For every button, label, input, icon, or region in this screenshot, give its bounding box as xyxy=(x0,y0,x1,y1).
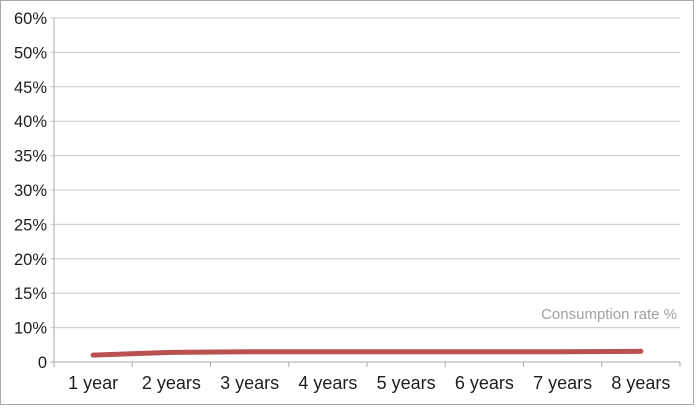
x-tick-label: 2 years xyxy=(142,373,201,393)
series-line-consumption-rate xyxy=(90,348,644,358)
y-tick-label: 40% xyxy=(14,113,47,131)
y-tick-label: 30% xyxy=(14,182,47,200)
x-tick-label: 1 year xyxy=(68,373,118,393)
series-label: Consumption rate % xyxy=(541,306,677,323)
y-tick-label: 25% xyxy=(14,216,47,234)
y-tick-label: 50% xyxy=(14,44,47,62)
x-tick-label: 8 years xyxy=(611,373,670,393)
y-tick-label: 10% xyxy=(14,320,47,338)
x-tick-label: 3 years xyxy=(220,373,279,393)
y-tick-label: 15% xyxy=(14,285,47,303)
y-tick-label: 0 xyxy=(38,354,47,372)
x-tick-label: 7 years xyxy=(533,373,592,393)
y-tick-label: 45% xyxy=(14,79,47,97)
y-tick-label: 35% xyxy=(14,148,47,166)
x-tick-label: 6 years xyxy=(455,373,514,393)
x-tick-label: 5 years xyxy=(377,373,436,393)
y-tick-label: 20% xyxy=(14,251,47,269)
y-tick-label: 60% xyxy=(14,10,47,28)
x-tick-label: 4 years xyxy=(298,373,357,393)
